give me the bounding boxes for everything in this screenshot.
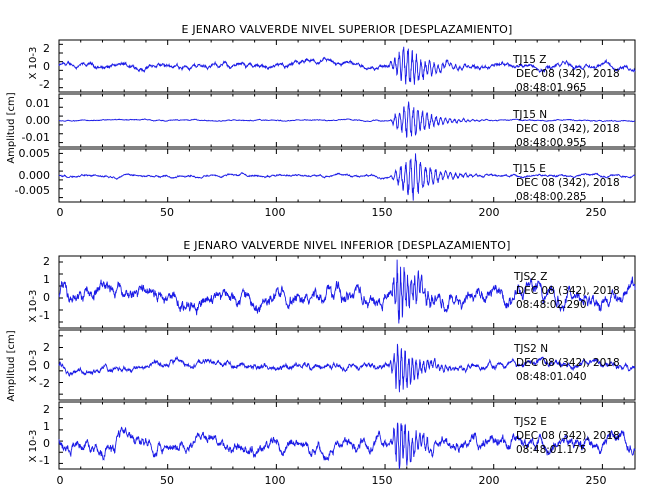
- date-label: DEC 08 (342), 2018: [516, 177, 620, 189]
- lower-ylabel: Amplitud [cm]: [6, 330, 17, 401]
- lower-n-scale-label: X 10-3: [28, 350, 39, 383]
- lower-e-scale-label: X 10-3: [28, 430, 39, 463]
- x-tick-label: 0: [57, 206, 64, 219]
- seismic-trace-tjs2-z: [58, 259, 636, 324]
- y-tick-label: -2: [39, 377, 50, 390]
- y-tick-label: -1: [39, 454, 50, 467]
- x-tick-label: 50: [160, 206, 174, 219]
- seismic-trace-tj15-n: [58, 101, 636, 138]
- panel-tjs2-n: 2 0 -2 TJS2 N DEC 08 (342), 2018 08:48:0…: [39, 329, 636, 401]
- panel-tjs2-z: 2 1 0 -1 TJS2 Z DEC 08 (342), 2018 08:48…: [39, 255, 636, 329]
- seismic-trace-tj15-z: [58, 46, 636, 85]
- upper-title: E JENARO VALVERDE NIVEL SUPERIOR [DESPLA…: [181, 23, 512, 36]
- y-tick-label: 1: [43, 273, 50, 286]
- date-label: DEC 08 (342), 2018: [516, 430, 620, 442]
- date-label: DEC 08 (342), 2018: [516, 123, 620, 135]
- y-tick-label: 0.00: [26, 114, 51, 127]
- tick-marks: [58, 256, 625, 328]
- date-label: DEC 08 (342), 2018: [516, 68, 620, 80]
- x-tick-label: 100: [265, 206, 286, 219]
- lower-group: E JENARO VALVERDE NIVEL INFERIOR [DESPLA…: [6, 239, 636, 487]
- lower-x-axis: 0 50 100 150 200 250: [57, 474, 607, 487]
- time-label: 08:48:01.175: [516, 444, 587, 456]
- lower-z-scale-label: X 10-3: [28, 290, 39, 323]
- station-label: TJS2 E: [513, 416, 547, 428]
- y-tick-label: 2: [43, 255, 50, 268]
- x-tick-label: 250: [586, 206, 607, 219]
- y-tick-label: -0.01: [22, 131, 50, 144]
- y-tick-label: 0: [43, 359, 50, 372]
- time-label: 08:48:01.965: [516, 82, 587, 94]
- x-tick-label: 200: [479, 206, 500, 219]
- seismic-trace-tj15-e: [58, 153, 636, 201]
- x-tick-label: 150: [372, 206, 393, 219]
- station-label: TJS2 N: [513, 343, 548, 355]
- upper-x-axis: 0 50 100 150 200 250: [57, 206, 607, 219]
- station-label: TJ15 E: [512, 163, 546, 175]
- y-tick-label: -1: [39, 309, 50, 322]
- panel-tjs2-e: 2 1 0 -1 TJS2 E DEC 08 (342), 2018 08:48…: [39, 401, 636, 470]
- panel-frame: [58, 39, 636, 93]
- y-tick-label: 0.005: [19, 147, 51, 160]
- station-label: TJS2 Z: [513, 271, 547, 283]
- upper-ylabel: Amplitud [cm]: [6, 92, 17, 163]
- panel-tj15-e: 0.005 0.000 -0.005 TJ15 E DEC 08 (342), …: [15, 147, 636, 203]
- x-tick-label: 250: [586, 474, 607, 487]
- y-tick-label: 0: [43, 437, 50, 450]
- station-label: TJ15 Z: [512, 54, 546, 66]
- x-tick-label: 100: [265, 474, 286, 487]
- time-label: 08:48:00.285: [516, 191, 587, 203]
- date-label: DEC 08 (342), 2018: [516, 357, 620, 369]
- y-tick-label: 2: [43, 42, 50, 55]
- station-label: TJ15 N: [512, 109, 547, 121]
- tick-marks: [58, 149, 625, 202]
- y-tick-label: 0: [43, 291, 50, 304]
- y-tick-label: 2: [43, 341, 50, 354]
- y-tick-label: 2: [43, 403, 50, 416]
- upper-group: E JENARO VALVERDE NIVEL SUPERIOR [DESPLA…: [6, 23, 636, 219]
- upper-z-scale-label: X 10-3: [28, 47, 39, 80]
- panel-frame: [58, 255, 636, 329]
- tick-marks: [58, 40, 625, 92]
- y-tick-label: 0: [43, 60, 50, 73]
- tick-marks: [58, 94, 625, 147]
- tick-marks: [58, 402, 625, 469]
- panel-tj15-n: 0.01 0.00 -0.01 TJ15 N DEC 08 (342), 201…: [22, 93, 636, 149]
- y-tick-label: -2: [39, 78, 50, 91]
- y-tick-label: 1: [43, 420, 50, 433]
- y-tick-label: 0.000: [19, 169, 51, 182]
- x-tick-label: 0: [57, 474, 64, 487]
- y-tick-label: -0.005: [15, 184, 50, 197]
- tick-marks: [58, 330, 625, 400]
- time-label: 08:48:02.290: [516, 299, 587, 311]
- y-tick-label: 0.01: [26, 97, 51, 110]
- seismic-trace-tjs2-n: [58, 343, 636, 393]
- panel-frame: [58, 401, 636, 470]
- x-tick-label: 150: [372, 474, 393, 487]
- x-tick-label: 50: [160, 474, 174, 487]
- date-label: DEC 08 (342), 2018: [516, 285, 620, 297]
- time-label: 08:48:01.040: [516, 371, 587, 383]
- panel-tj15-z: 2 0 -2 TJ15 Z DEC 08 (342), 2018 08:48:0…: [39, 39, 636, 94]
- seismic-trace-tjs2-e: [58, 422, 636, 470]
- x-tick-label: 200: [479, 474, 500, 487]
- time-label: 08:48:00.955: [516, 137, 587, 149]
- lower-title: E JENARO VALVERDE NIVEL INFERIOR [DESPLA…: [183, 239, 510, 252]
